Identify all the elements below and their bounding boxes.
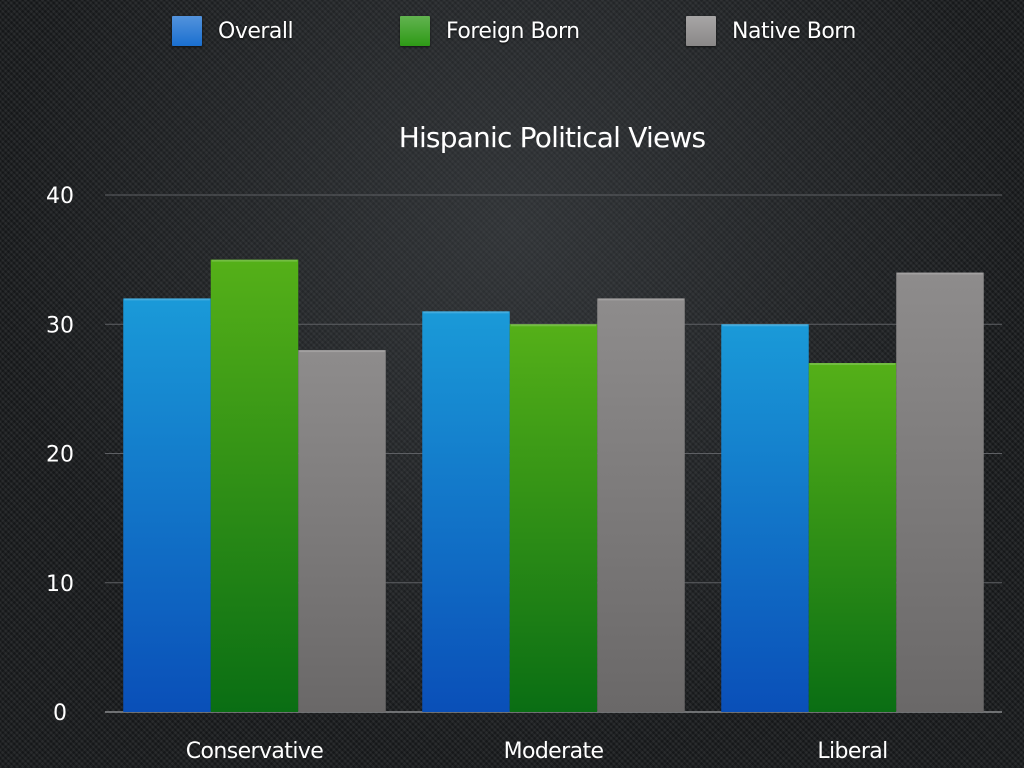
legend-item-native-born: Native Born xyxy=(686,12,856,50)
bar-highlight xyxy=(299,350,385,353)
bar-highlight xyxy=(124,298,210,301)
bar-highlight xyxy=(897,272,983,275)
chart-legend: Overall Foreign Born Native Born xyxy=(0,12,1024,50)
bar-foreign-born-conservative xyxy=(210,259,299,712)
legend-swatch-foreign-born xyxy=(400,16,430,46)
bar-highlight xyxy=(423,311,509,314)
x-tick-label-conservative: Conservative xyxy=(186,739,323,764)
bar-foreign-born-liberal xyxy=(808,363,897,712)
y-axis: 0 10 20 30 40 xyxy=(46,184,74,726)
y-tick-label: 10 xyxy=(46,572,74,597)
bar-highlight xyxy=(598,298,684,301)
x-tick-label-moderate: Moderate xyxy=(504,739,604,764)
bar-overall-moderate xyxy=(422,311,510,712)
y-tick-label: 20 xyxy=(46,443,74,468)
bar-overall-conservative xyxy=(123,298,211,712)
legend-item-foreign-born: Foreign Born xyxy=(400,12,580,50)
legend-label-foreign-born: Foreign Born xyxy=(446,18,580,44)
bar-overall-liberal xyxy=(721,324,809,712)
chart-title: Hispanic Political Views xyxy=(399,121,706,154)
bar-native-born-moderate xyxy=(597,298,685,712)
bar-highlight xyxy=(510,324,597,327)
bar-native-born-liberal xyxy=(896,272,984,712)
bar-highlight xyxy=(809,363,896,366)
y-tick-label: 0 xyxy=(53,701,67,726)
y-tick-label: 40 xyxy=(46,184,74,209)
bar-native-born-conservative xyxy=(298,350,386,712)
y-tick-label: 30 xyxy=(46,313,74,338)
bar-highlight xyxy=(211,259,298,262)
legend-swatch-overall xyxy=(172,16,202,46)
x-tick-label-liberal: Liberal xyxy=(817,739,887,764)
x-axis: Conservative Moderate Liberal xyxy=(186,739,888,764)
bar-highlight xyxy=(722,324,808,327)
legend-label-native-born: Native Born xyxy=(732,18,856,44)
legend-label-overall: Overall xyxy=(218,18,294,44)
bars xyxy=(123,259,984,712)
legend-item-overall: Overall xyxy=(172,12,294,50)
bar-foreign-born-moderate xyxy=(509,324,598,712)
legend-swatch-native-born xyxy=(686,16,716,46)
